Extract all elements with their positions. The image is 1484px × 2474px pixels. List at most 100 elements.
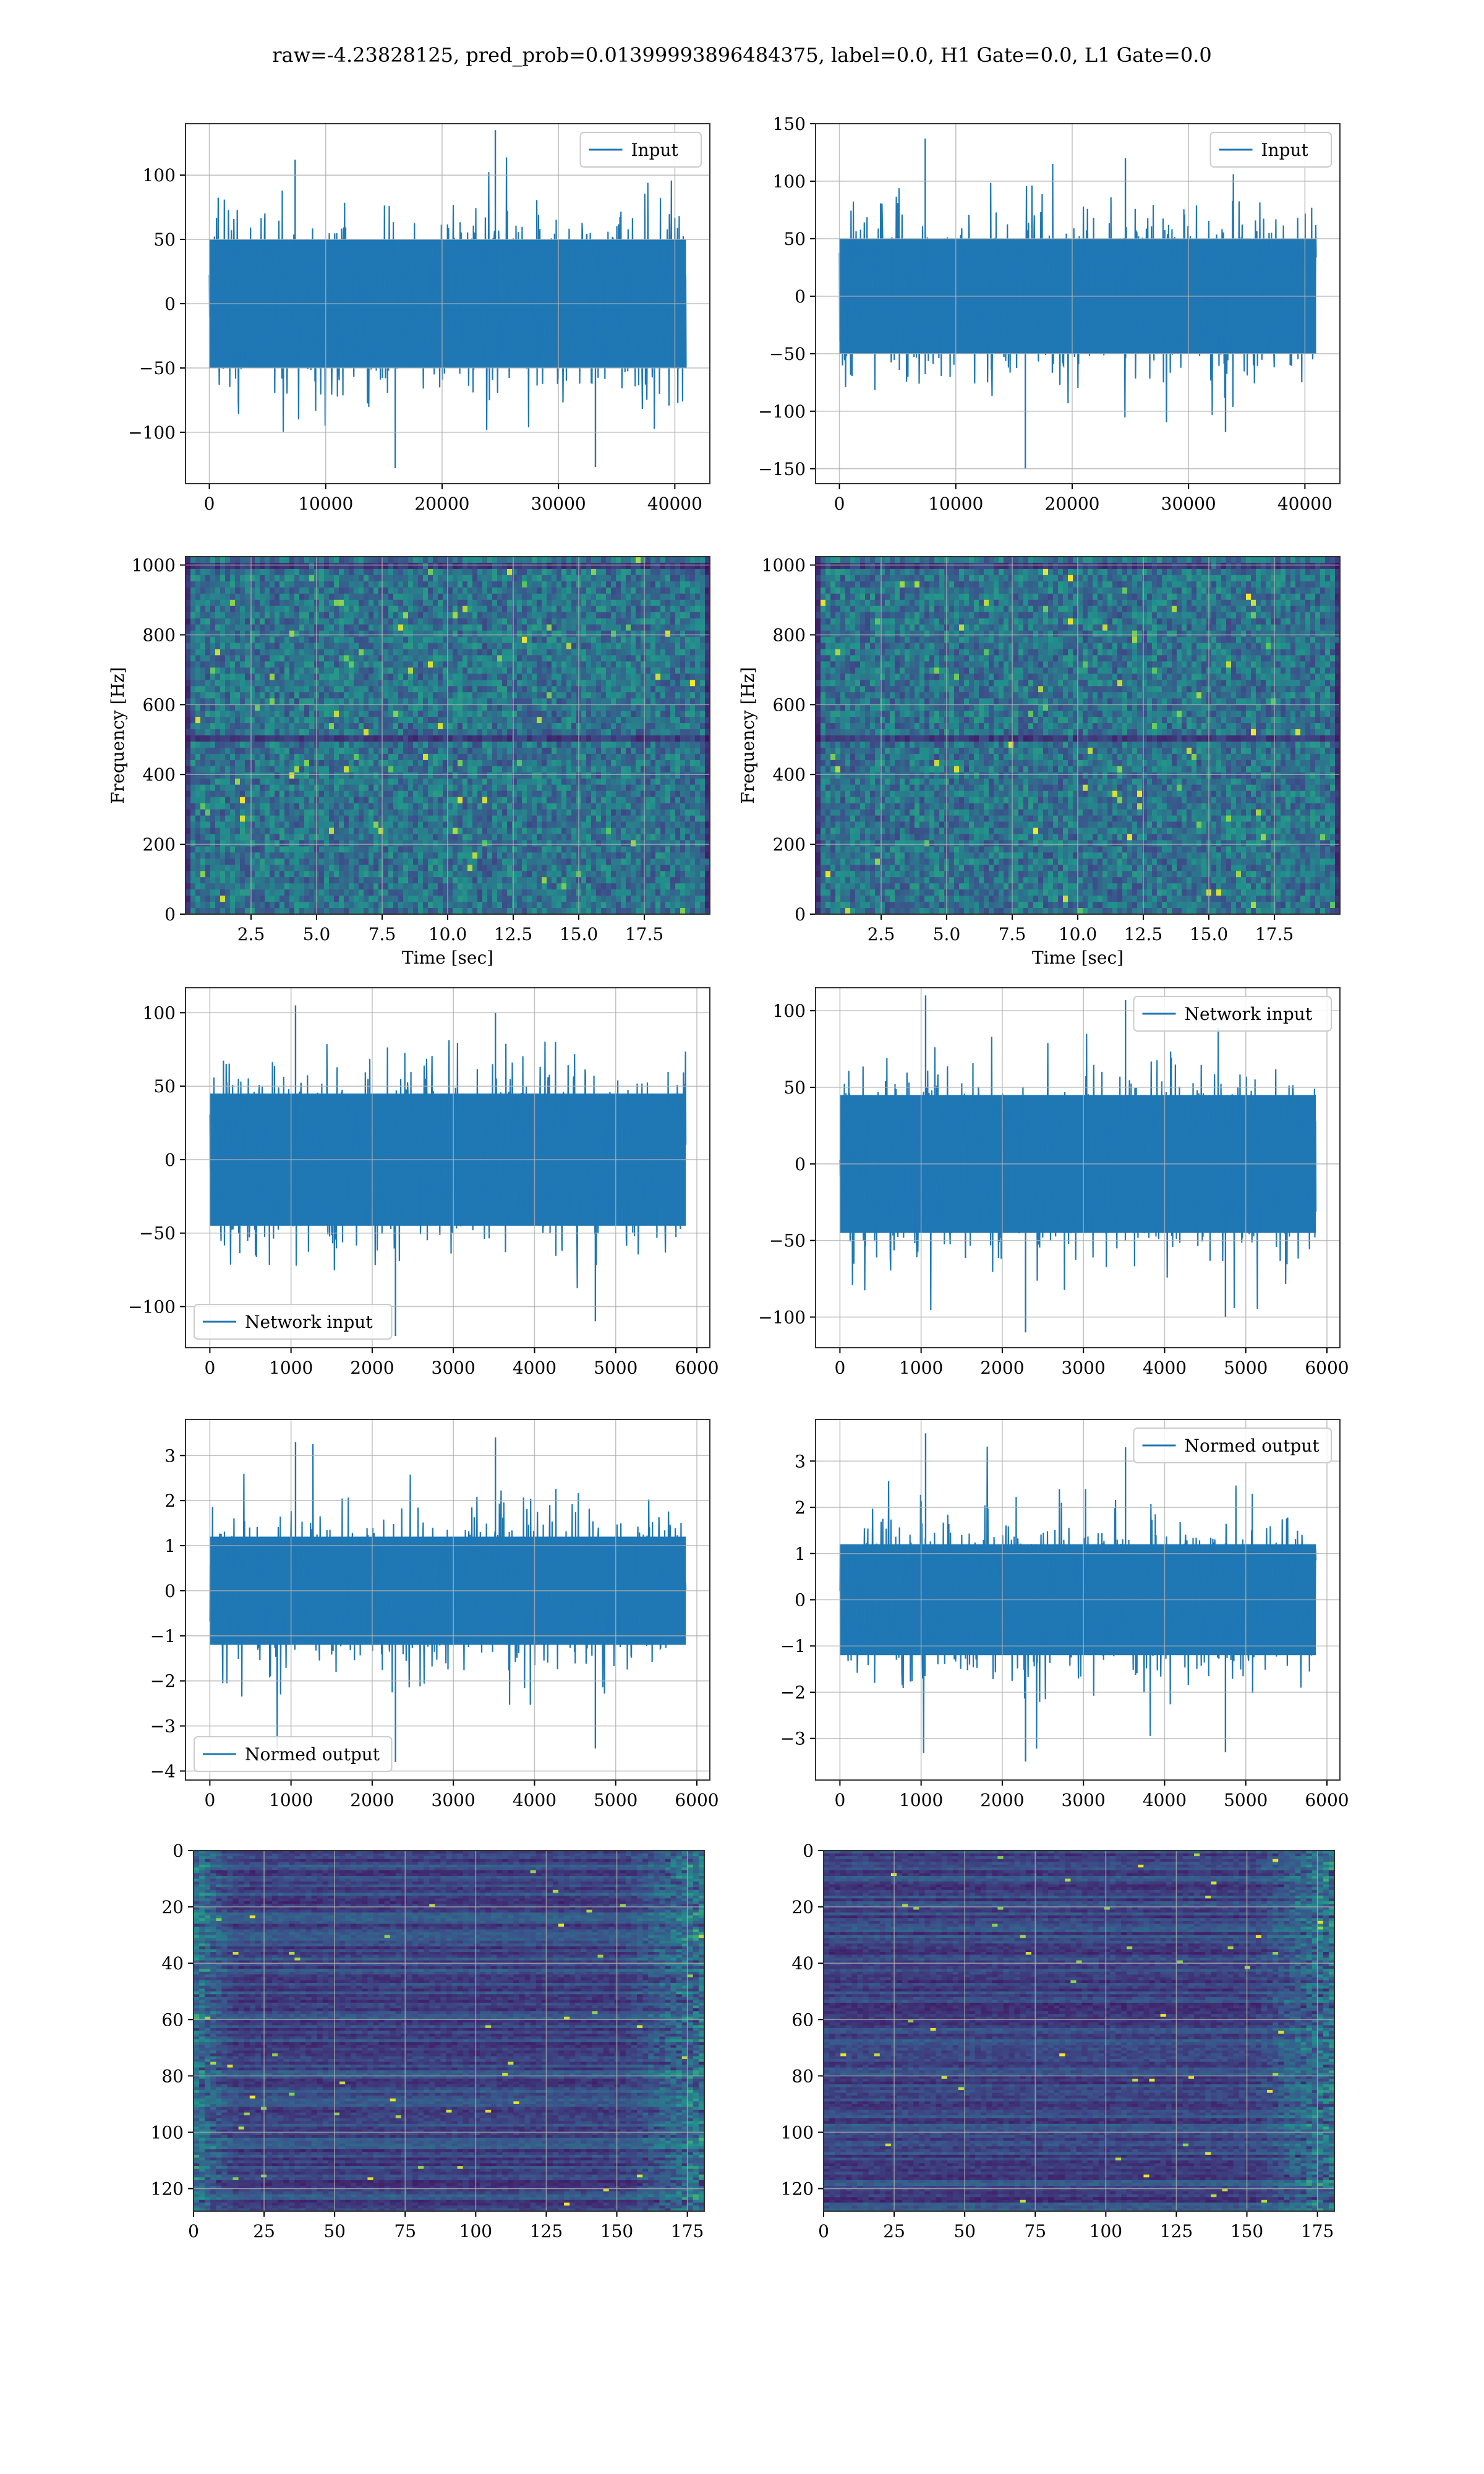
h1-spectrogram-cell	[631, 600, 636, 607]
h1-spectrogram-cell	[408, 655, 414, 662]
l1-network-input-xtick-label: 0	[834, 1358, 845, 1378]
h1-spectrogram-cell	[532, 625, 537, 631]
h1-spectrogram-cell	[492, 680, 498, 687]
h1-spectrogram-cell	[205, 581, 211, 588]
h1-spectrogram-cell	[195, 557, 201, 563]
h1-spectrogram-cell	[537, 625, 542, 631]
h1-spectrogram-cell	[487, 773, 493, 779]
h1-spectrogram-cell	[448, 667, 453, 674]
h1-spectrogram-cell	[398, 655, 404, 662]
h1-spectrogram-cell	[294, 643, 300, 650]
h1-spectrogram-cell	[324, 729, 330, 736]
h1-spectrogram-cell	[279, 766, 285, 773]
h1-spectrogram-cell	[289, 692, 295, 699]
h1-spectrogram-cell	[665, 680, 671, 687]
h1-spectrogram-cell	[601, 674, 607, 680]
h1-spectrogram-cell	[463, 803, 468, 810]
h1-spectrogram-cell	[641, 655, 646, 662]
h1-spectrogram-cell	[220, 803, 226, 810]
h1-spectrogram-cell	[240, 569, 245, 576]
h1-spectrogram-cell	[472, 797, 478, 804]
h1-spectrogram-cell	[477, 785, 483, 792]
h1-spectrogram-cell	[532, 631, 537, 638]
h1-spectrogram-cell	[423, 667, 429, 674]
h1-spectrogram-cell	[482, 704, 488, 711]
h1-spectrogram-cell	[685, 575, 691, 582]
h1-spectrogram-cell	[190, 661, 196, 668]
h1-spectrogram-cell	[245, 600, 250, 607]
h1-spectrogram-cell	[591, 773, 597, 779]
h1-spectrogram-cell	[408, 754, 414, 761]
h1-spectrogram-cell	[601, 704, 607, 711]
h1-spectrogram-cell	[279, 631, 285, 638]
h1-spectrogram-cell	[646, 667, 651, 674]
h1-spectrogram-cell	[364, 588, 369, 594]
h1-spectrogram-cell	[606, 674, 612, 680]
h1-spectrogram-cell	[393, 563, 399, 570]
h1-spectrogram-cell	[279, 643, 285, 650]
h1-spectrogram-cell	[220, 581, 226, 588]
h1-spectrogram-cell	[517, 822, 522, 829]
h1-spectrogram-cell	[646, 766, 651, 773]
h1-spectrogram-cell	[650, 735, 656, 742]
h1-spectrogram-cell	[205, 704, 211, 711]
h1-spectrogram-cell	[270, 760, 275, 767]
h1-spectrogram-cell	[561, 704, 567, 711]
h1-spectrogram-cell	[586, 618, 592, 625]
h1-spectrogram-cell	[364, 606, 369, 613]
h1-spectrogram-cell	[616, 606, 621, 613]
h1-spectrogram-cell	[388, 655, 394, 662]
h1-spectrogram-cell	[532, 791, 537, 798]
h1-normed-output-ytick-label: −3	[150, 1716, 176, 1737]
h1-spectrogram-cell	[339, 661, 344, 668]
h1-spectrogram-cell	[448, 754, 453, 761]
h1-spectrogram-cell	[428, 588, 433, 594]
h1-spectrogram-cell	[497, 606, 503, 613]
h1-spectrogram-cell	[344, 612, 349, 619]
h1-spectrogram-cell	[438, 588, 443, 594]
h1-spectrogram-cell	[433, 631, 438, 638]
h1-spectrogram-cell	[210, 594, 216, 601]
h1-spectrogram-cell	[646, 816, 651, 823]
h1-spectrogram-cell	[438, 773, 443, 779]
h1-spectrogram-cell	[626, 637, 631, 644]
h1-spectrogram-cell	[626, 631, 631, 638]
h1-spectrogram-cell	[552, 797, 557, 804]
h1-spectrogram-cell	[626, 723, 631, 730]
h1-spectrogram-cell	[369, 600, 374, 607]
h1-spectrogram-cell	[438, 729, 443, 736]
h1-spectrogram-cell	[542, 779, 547, 785]
h1-spectrogram-cell	[542, 704, 547, 711]
h1-spectrogram-cell	[324, 606, 330, 613]
h1-spectrogram-cell	[225, 810, 231, 816]
h1-spectrogram-cell	[616, 600, 621, 607]
h1-spectrogram-cell	[200, 649, 206, 656]
h1-spectrogram-cell	[611, 717, 616, 724]
h1-spectrogram-cell	[532, 785, 537, 792]
h1-spectrogram-cell	[364, 649, 369, 656]
h1-spectrogram-cell	[413, 563, 419, 570]
h1-spectrogram-cell	[369, 822, 374, 829]
h1-spectrogram-cell	[502, 575, 508, 582]
h1-spectrogram-cell	[339, 600, 344, 607]
h1-spectrogram-cell	[448, 588, 453, 594]
h1-spectrogram-cell	[364, 760, 369, 767]
h1-spectrogram-cell	[458, 816, 463, 823]
h1-spectrogram-cell	[393, 729, 399, 736]
h1-spectrogram-cell	[547, 618, 552, 625]
h1-spectrogram-cell	[532, 797, 537, 804]
h1-spectrogram-cell	[245, 655, 250, 662]
h1-spectrogram-cell	[453, 723, 458, 730]
h1-spectrogram-cell	[448, 748, 453, 755]
h1-spectrogram-cell	[463, 655, 468, 662]
h1-spectrogram-cell	[547, 588, 552, 594]
h1-spectrogram-cell	[279, 655, 285, 662]
h1-spectrogram-cell	[611, 729, 616, 736]
h1-spectrogram-cell	[413, 637, 419, 644]
h1-spectrogram-cell	[418, 692, 424, 699]
h1-spectrogram-cell	[561, 785, 567, 792]
h1-spectrogram-cell	[675, 773, 681, 779]
h1-spectrogram-cell	[591, 649, 597, 656]
h1-spectrogram-cell	[220, 828, 226, 835]
h1-spectrogram-cell	[497, 594, 503, 601]
